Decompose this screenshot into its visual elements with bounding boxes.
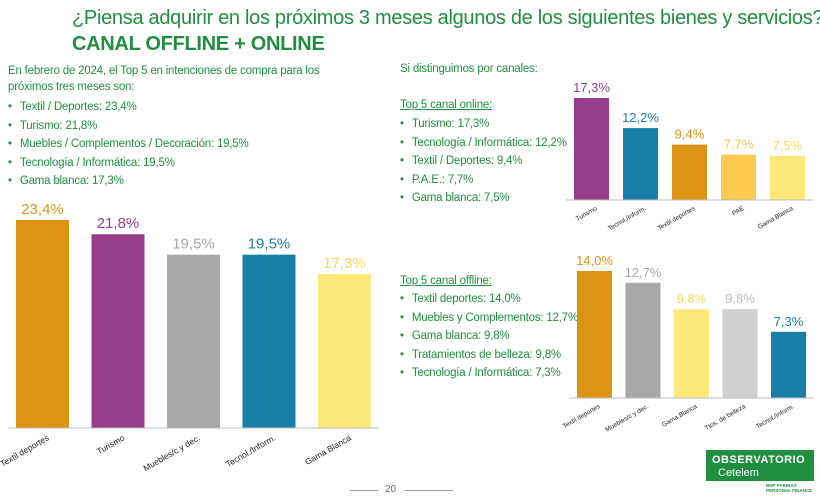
- online-category-label: PAE: [731, 205, 746, 218]
- left-bullet-list: Textil / Deportes: 23,4% Turismo: 21,8% …: [8, 98, 249, 191]
- online-bullet: Tecnología / Informática: 12,2%: [400, 134, 567, 153]
- offline-data-label: 12,7%: [625, 265, 662, 280]
- offline-category-label: Gama Blanca: [661, 403, 699, 429]
- online-bar: [574, 98, 609, 200]
- online-bullet: Textil / Deportes: 9,4%: [400, 152, 567, 171]
- total-data-label: 21,8%: [97, 215, 140, 232]
- online-data-label: 9,4%: [675, 127, 705, 142]
- online-data-label: 7,7%: [724, 137, 754, 152]
- right-intro: Si distinguimos por canales:: [400, 63, 538, 75]
- left-bullet: Textil / Deportes: 23,4%: [8, 98, 249, 117]
- total-data-label: 23,4%: [21, 201, 64, 218]
- online-category-label: Turismo: [575, 205, 599, 223]
- offline-category-label: Textil deportes: [562, 403, 602, 430]
- footer-line-right: [405, 490, 453, 491]
- online-bar: [770, 155, 805, 200]
- total-bar: [91, 234, 145, 428]
- offline-category-label: Tecnol./Inform.: [755, 403, 796, 430]
- footer-line-left: [350, 490, 378, 491]
- left-bullet: Tecnología / Informática: 19,5%: [8, 154, 249, 173]
- online-bar: [672, 144, 707, 200]
- total-data-label: 19,5%: [248, 236, 291, 253]
- left-intro: En febrero de 2024, el Top 5 en intencio…: [8, 65, 320, 93]
- total-category-label: Textil deportes: [0, 433, 51, 469]
- left-bullet: Muebles / Complementos / Decoración: 19,…: [8, 135, 249, 154]
- offline-bullet: Gama blanca: 9,8%: [400, 327, 578, 346]
- total-bar-chart: 23,4% Textil deportes 21,8% Turismo 19,5% Mue…: [0, 201, 379, 473]
- online-category-label: Tecnol./Inform.: [607, 205, 648, 232]
- offline-heading: Top 5 canal offline:: [400, 275, 492, 287]
- total-bar: [318, 274, 371, 428]
- total-data-label: 17,3%: [323, 255, 366, 272]
- offline-bar: [771, 331, 806, 398]
- offline-category-label: Muebles/c y dec.: [604, 403, 650, 434]
- left-bullet: Gama blanca: 17,3%: [8, 172, 249, 191]
- online-data-label: 12,2%: [622, 110, 659, 125]
- offline-data-label: 9,8%: [677, 291, 707, 306]
- online-bar-chart: 17,3% Turismo 12,2% Tecnol./Inform. 9,4% Text…: [566, 80, 813, 233]
- online-bar: [623, 128, 658, 200]
- total-category-label: Muebles/c y dec.: [141, 433, 201, 474]
- total-category-label: Turismo: [95, 432, 127, 456]
- offline-data-label: 9,8%: [725, 291, 755, 306]
- total-bar: [167, 254, 220, 428]
- total-category-label: Tecnol./Inform.: [224, 433, 277, 470]
- offline-bar: [625, 282, 661, 398]
- offline-data-label: 7,3%: [774, 314, 804, 329]
- online-bullet-list: Turismo: 17,3% Tecnología / Informática:…: [400, 115, 567, 208]
- online-bullet: Gama blanca: 7,5%: [400, 189, 567, 208]
- offline-bar-chart: 14,0% Textil deportes 12,7% Muebles/c y dec…: [562, 253, 814, 434]
- online-bullet: Turismo: 17,3%: [400, 115, 567, 134]
- offline-bar: [674, 309, 709, 398]
- observatorio-cetelem-logo: OBSERVATORIO Cetelem BNP PARIBAS PERSONA…: [706, 450, 814, 495]
- online-bar: [721, 154, 756, 200]
- page-subtitle: CANAL OFFLINE + ONLINE: [72, 33, 325, 55]
- total-category-label: Gama Blanca: [303, 432, 353, 467]
- online-data-label: 7,5%: [773, 138, 803, 153]
- offline-bullet: Tratamientos de belleza: 9,8%: [400, 346, 578, 365]
- total-data-label: 19,5%: [172, 236, 215, 253]
- online-bullet: P.A.E.: 7,7%: [400, 171, 567, 190]
- left-bullet: Turismo: 21,8%: [8, 117, 249, 136]
- offline-bullet: Muebles y Complementos: 12,7%: [400, 309, 578, 328]
- page-title: ¿Piensa adquirir en los próximos 3 meses…: [72, 7, 820, 29]
- page-number: 20: [385, 484, 397, 495]
- online-category-label: Gama Blanca: [757, 205, 795, 231]
- online-heading: Top 5 canal online:: [400, 99, 493, 111]
- offline-bar: [577, 271, 612, 398]
- offline-bar: [722, 309, 758, 398]
- offline-data-label: 14,0%: [576, 253, 613, 268]
- offline-category-label: Ttos. de belleza: [704, 403, 748, 432]
- online-category-label: Textil deportes: [657, 205, 697, 232]
- total-bar: [16, 220, 69, 428]
- offline-bullet: Textil deportes: 14,0%: [400, 290, 578, 309]
- total-bar: [242, 254, 296, 428]
- offline-bullet-list: Textil deportes: 14,0% Muebles y Complem…: [400, 290, 578, 383]
- online-data-label: 17,3%: [573, 80, 610, 95]
- offline-bullet: Tecnología / Informática: 7,3%: [400, 364, 578, 383]
